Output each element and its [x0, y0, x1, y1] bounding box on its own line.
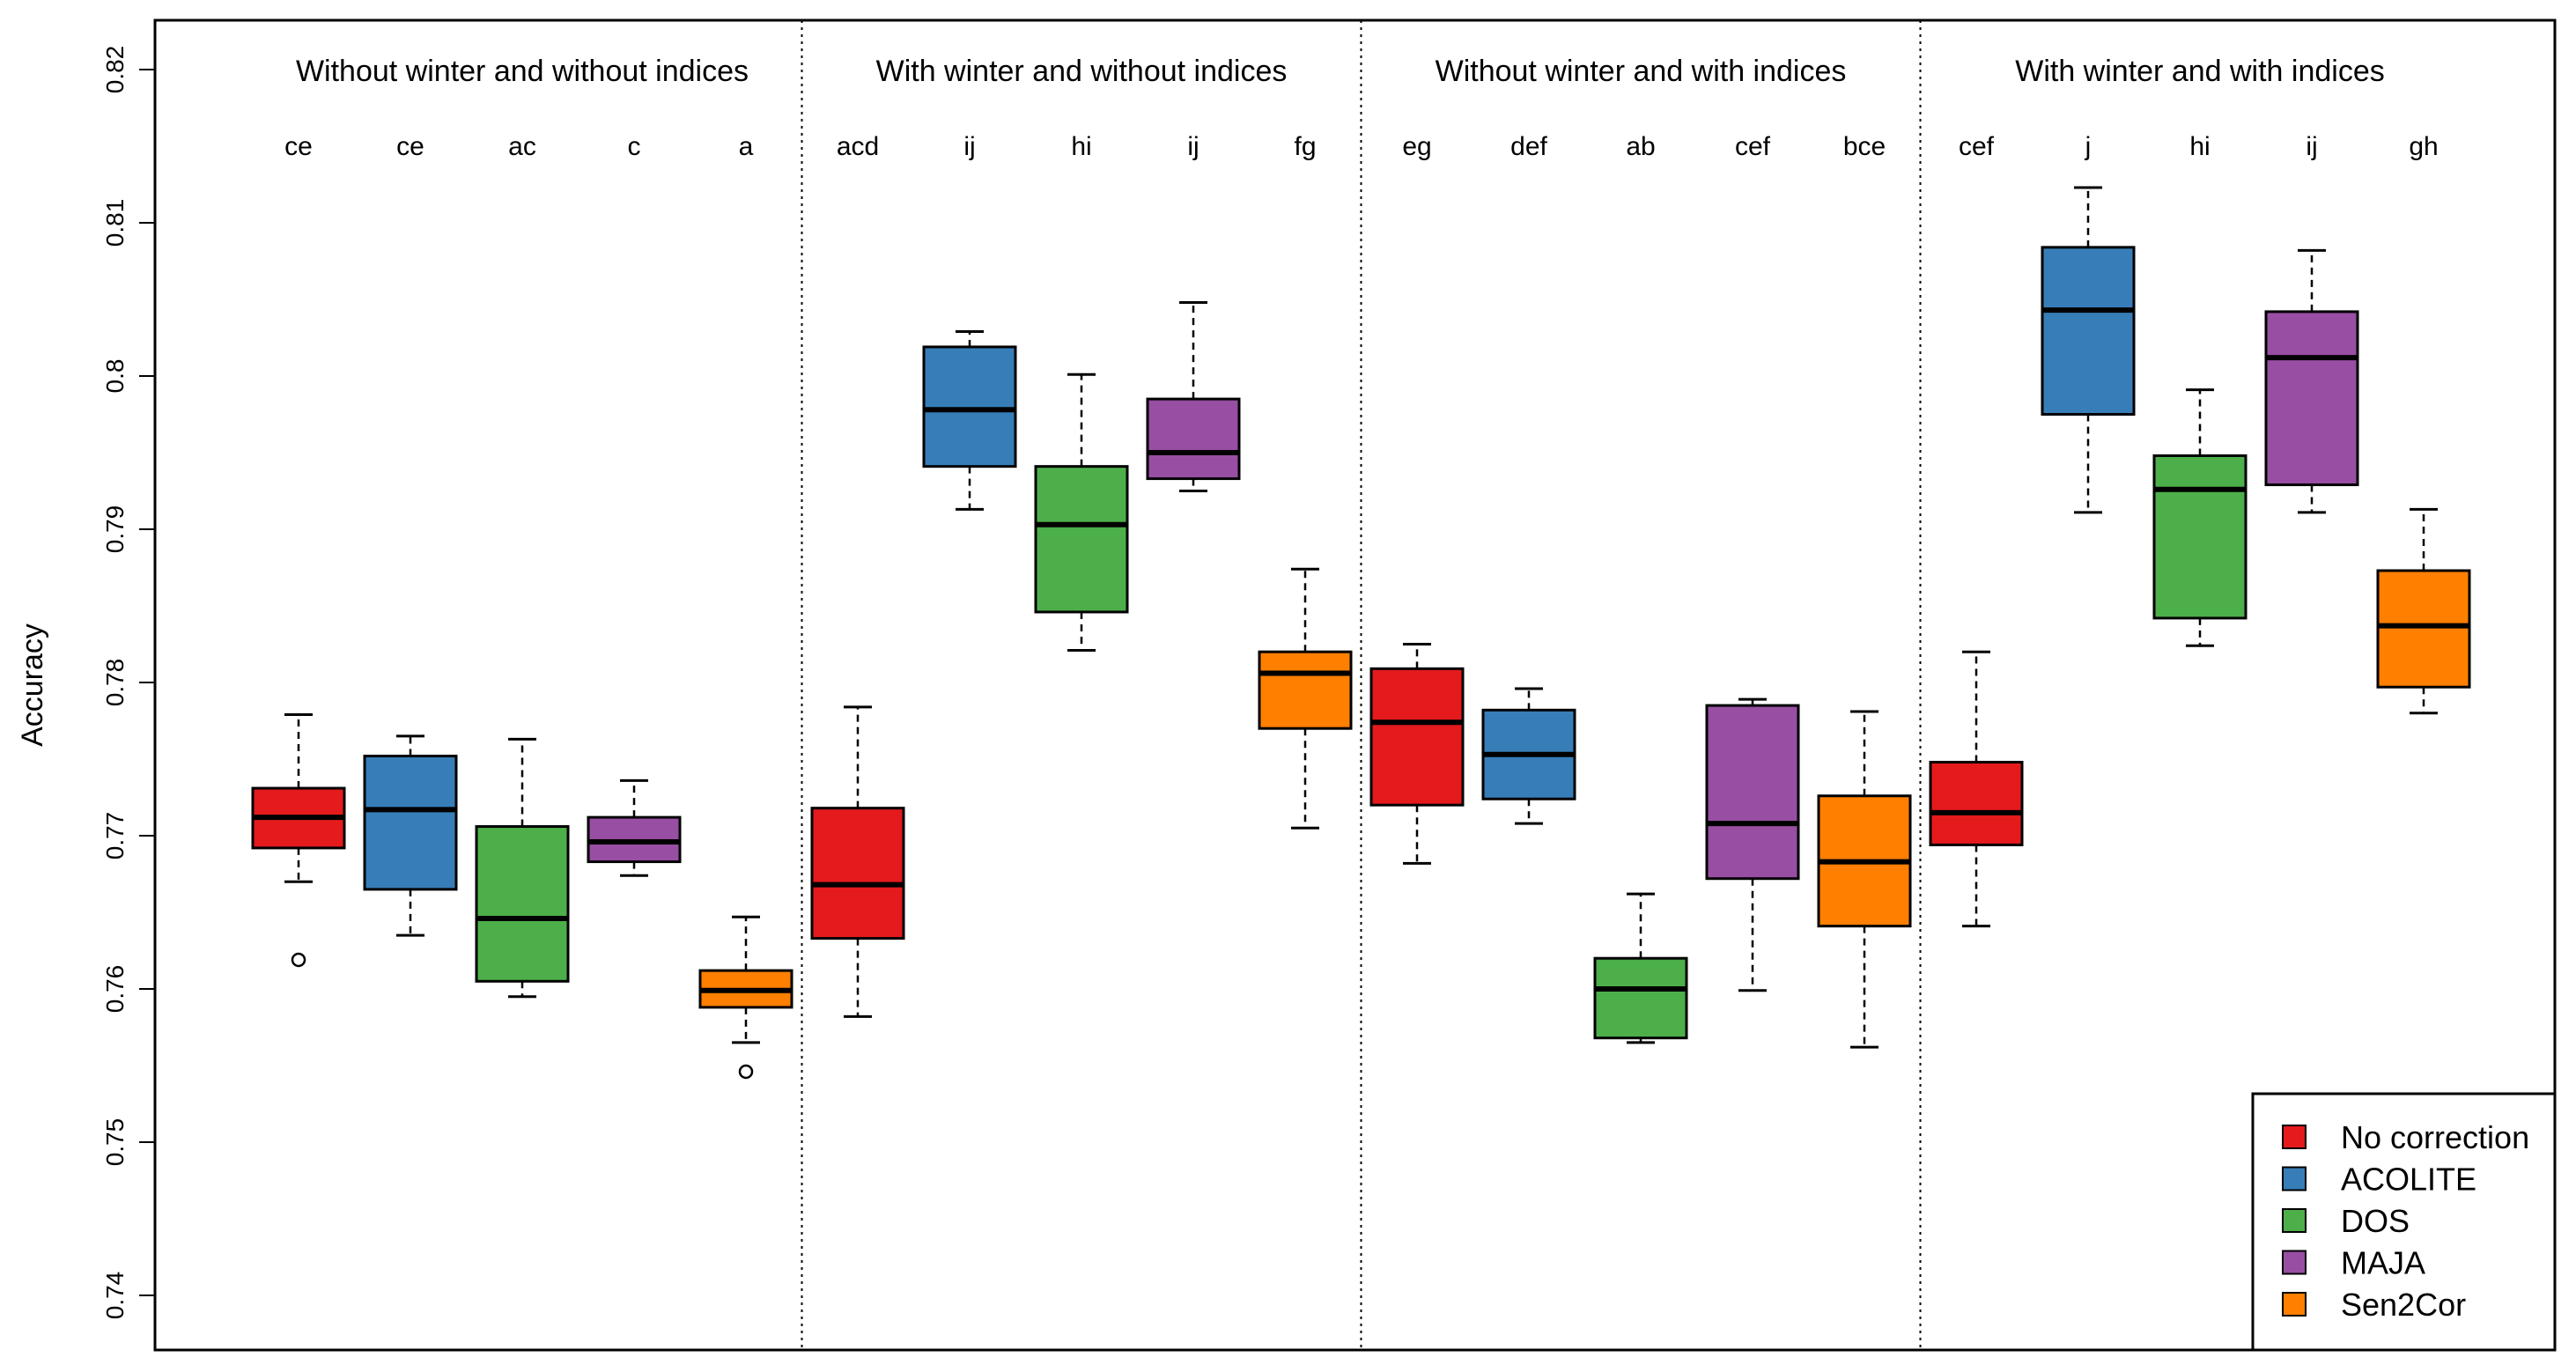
y-tick-label: 0.82 [101, 46, 129, 94]
iqr-box [2264, 310, 2359, 487]
significance-letters: ab [1626, 132, 1655, 161]
box-sen2cor [2376, 507, 2471, 715]
box-acolite [922, 330, 1017, 511]
box-sen2cor [698, 915, 793, 1080]
significance-letters: ij [1187, 132, 1199, 161]
box-maja [1705, 697, 1800, 992]
y-tick-label: 0.8 [101, 359, 129, 394]
box-dos [1593, 892, 1688, 1044]
y-tick-label: 0.76 [101, 965, 129, 1014]
iqr-box [2152, 454, 2248, 620]
group-title: Without winter and without indices [296, 55, 749, 88]
legend-swatch [2282, 1208, 2307, 1233]
box-acolite [1481, 687, 1576, 825]
significance-letters: cef [1959, 132, 1995, 161]
y-axis-title: Accuracy [16, 623, 49, 747]
significance-letters: cef [1735, 132, 1771, 161]
plot-frame [153, 18, 2557, 1352]
y-tick-label: 0.77 [101, 812, 129, 860]
iqr-box [1034, 465, 1129, 614]
box-maja [2264, 248, 2359, 514]
legend-swatch [2282, 1250, 2307, 1275]
significance-letters: j [2085, 132, 2092, 161]
significance-letters: fg [1294, 132, 1316, 161]
group-title: With winter and without indices [876, 55, 1288, 88]
legend-swatch [2282, 1125, 2307, 1149]
significance-letters: eg [1402, 132, 1431, 161]
box-no-correction [1369, 643, 1465, 865]
y-tick-label: 0.74 [101, 1272, 129, 1320]
significance-letters: def [1510, 132, 1547, 161]
iqr-box [922, 345, 1017, 468]
iqr-box [810, 807, 905, 940]
y-tick-label: 0.75 [101, 1118, 129, 1167]
iqr-box [1258, 650, 1353, 730]
box-maja [587, 778, 682, 877]
legend-label: ACOLITE [2341, 1162, 2476, 1198]
significance-letters: ac [508, 132, 536, 161]
significance-letters: hi [1071, 132, 1091, 161]
iqr-box [1146, 397, 1241, 481]
box-no-correction [810, 705, 905, 1018]
significance-letters: ce [396, 132, 424, 161]
y-tick-label: 0.78 [101, 659, 129, 707]
iqr-box [1369, 667, 1465, 807]
iqr-box [1593, 956, 1688, 1040]
y-tick-label: 0.81 [101, 199, 129, 247]
group-title: Without winter and with indices [1436, 55, 1847, 88]
significance-letters: ij [2306, 132, 2317, 161]
box-acolite [363, 734, 458, 937]
boxes [251, 186, 2471, 1080]
iqr-box [363, 755, 458, 891]
legend-label: Sen2Cor [2341, 1287, 2466, 1323]
significance-letters: bce [1843, 132, 1886, 161]
outlier-point [738, 1064, 754, 1080]
legend-swatch [2282, 1166, 2307, 1191]
outlier-point [291, 952, 306, 968]
box-dos [2152, 388, 2248, 647]
iqr-box [2376, 569, 2471, 689]
significance-letters: acd [837, 132, 879, 161]
box-sen2cor [1817, 710, 1912, 1049]
box-dos [1034, 373, 1129, 652]
significance-letters: ce [284, 132, 313, 161]
box-no-correction [1929, 650, 2024, 928]
y-tick-label: 0.79 [101, 505, 129, 554]
iqr-box [1929, 760, 2024, 846]
box-dos [475, 737, 570, 999]
legend-label: No correction [2341, 1119, 2529, 1155]
group-title: With winter and with indices [2015, 55, 2385, 88]
group-separators [801, 20, 1922, 1350]
box-no-correction [251, 713, 346, 968]
significance-letters: gh [2409, 132, 2438, 161]
legend-label: MAJA [2341, 1245, 2425, 1281]
legend-label: DOS [2341, 1203, 2410, 1239]
iqr-box [475, 825, 570, 983]
iqr-box [1705, 704, 1800, 881]
significance-letters: ij [963, 132, 975, 161]
legend-swatch [2282, 1292, 2307, 1317]
box-maja [1146, 300, 1241, 492]
iqr-box [2041, 246, 2136, 416]
significance-letters: a [739, 132, 754, 161]
significance-letters: hi [2189, 132, 2210, 161]
significance-letters: c [628, 132, 641, 161]
box-sen2cor [1258, 567, 1353, 830]
box-acolite [2041, 186, 2136, 514]
legend: No correction ACOLITE DOS MAJA Sen2Cor [2251, 1092, 2557, 1352]
y-axis: 0.74 0.75 0.76 0.77 0.78 0.79 0.8 0.81 0.82 [101, 46, 155, 1320]
